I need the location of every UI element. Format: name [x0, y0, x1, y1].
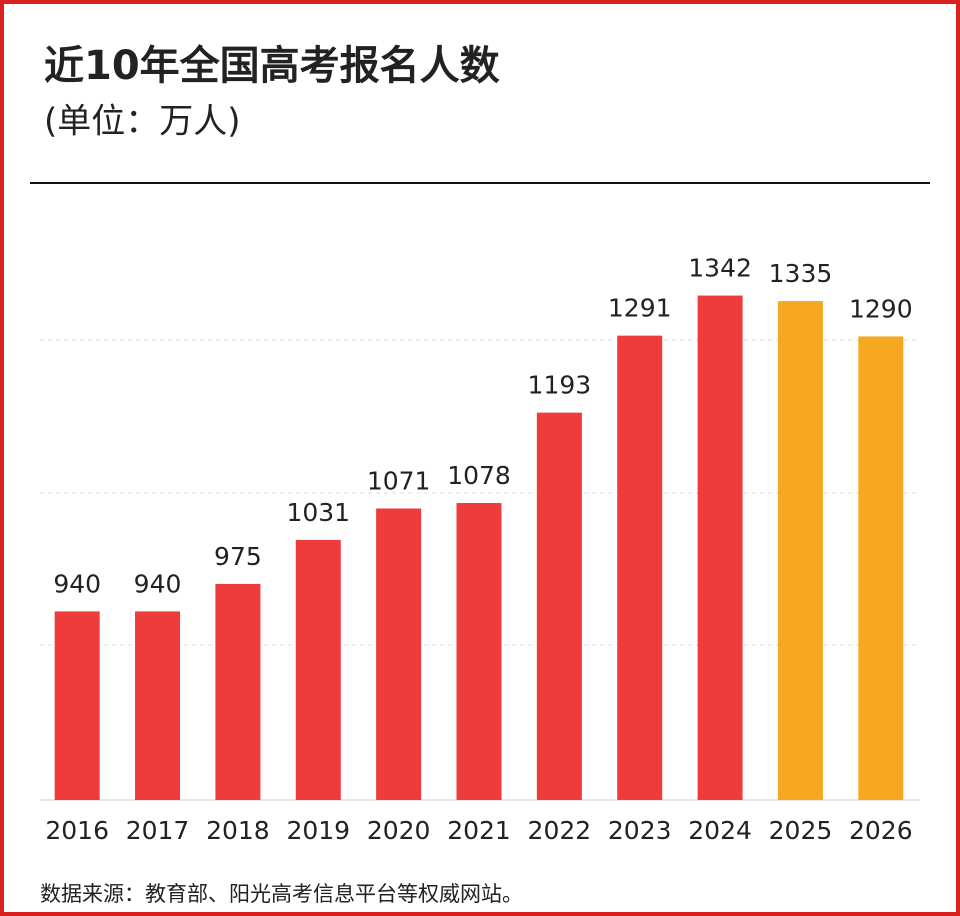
bar	[215, 583, 261, 800]
x-tick-label: 2026	[849, 816, 913, 845]
bar	[858, 336, 904, 800]
bar	[456, 503, 502, 800]
value-label: 1290	[849, 294, 913, 323]
bar	[135, 611, 181, 800]
value-label: 975	[214, 542, 262, 571]
x-tick-label: 2020	[367, 816, 431, 845]
chart-title: 近10年全国高考报名人数	[44, 43, 500, 89]
value-label: 1078	[447, 461, 511, 490]
value-label: 940	[53, 569, 101, 598]
bar	[617, 335, 663, 800]
x-tick-label: 2017	[126, 816, 190, 845]
x-tick-label: 2024	[688, 816, 752, 845]
x-tick-label: 2022	[528, 816, 592, 845]
value-label: 1342	[688, 254, 752, 283]
x-tick-label: 2021	[447, 816, 511, 845]
value-label: 1335	[769, 259, 833, 288]
bar	[536, 412, 582, 800]
x-tick-label: 2025	[769, 816, 833, 845]
source-note: 数据来源：教育部、阳光高考信息平台等权威网站。	[40, 882, 523, 906]
x-tick-label: 2019	[286, 816, 350, 845]
x-tick-label: 2016	[45, 816, 109, 845]
value-label: 1291	[608, 294, 672, 323]
value-label: 1193	[528, 371, 592, 400]
bar	[376, 508, 422, 800]
bar	[54, 611, 100, 800]
value-label: 1031	[286, 498, 350, 527]
x-tick-label: 2023	[608, 816, 672, 845]
x-tick-label: 2018	[206, 816, 270, 845]
bar	[697, 295, 743, 800]
value-label: 1071	[367, 467, 431, 496]
value-label: 940	[134, 569, 182, 598]
bar	[777, 301, 823, 800]
bar	[295, 539, 341, 800]
chart-subtitle: (单位：万人)	[44, 102, 241, 142]
